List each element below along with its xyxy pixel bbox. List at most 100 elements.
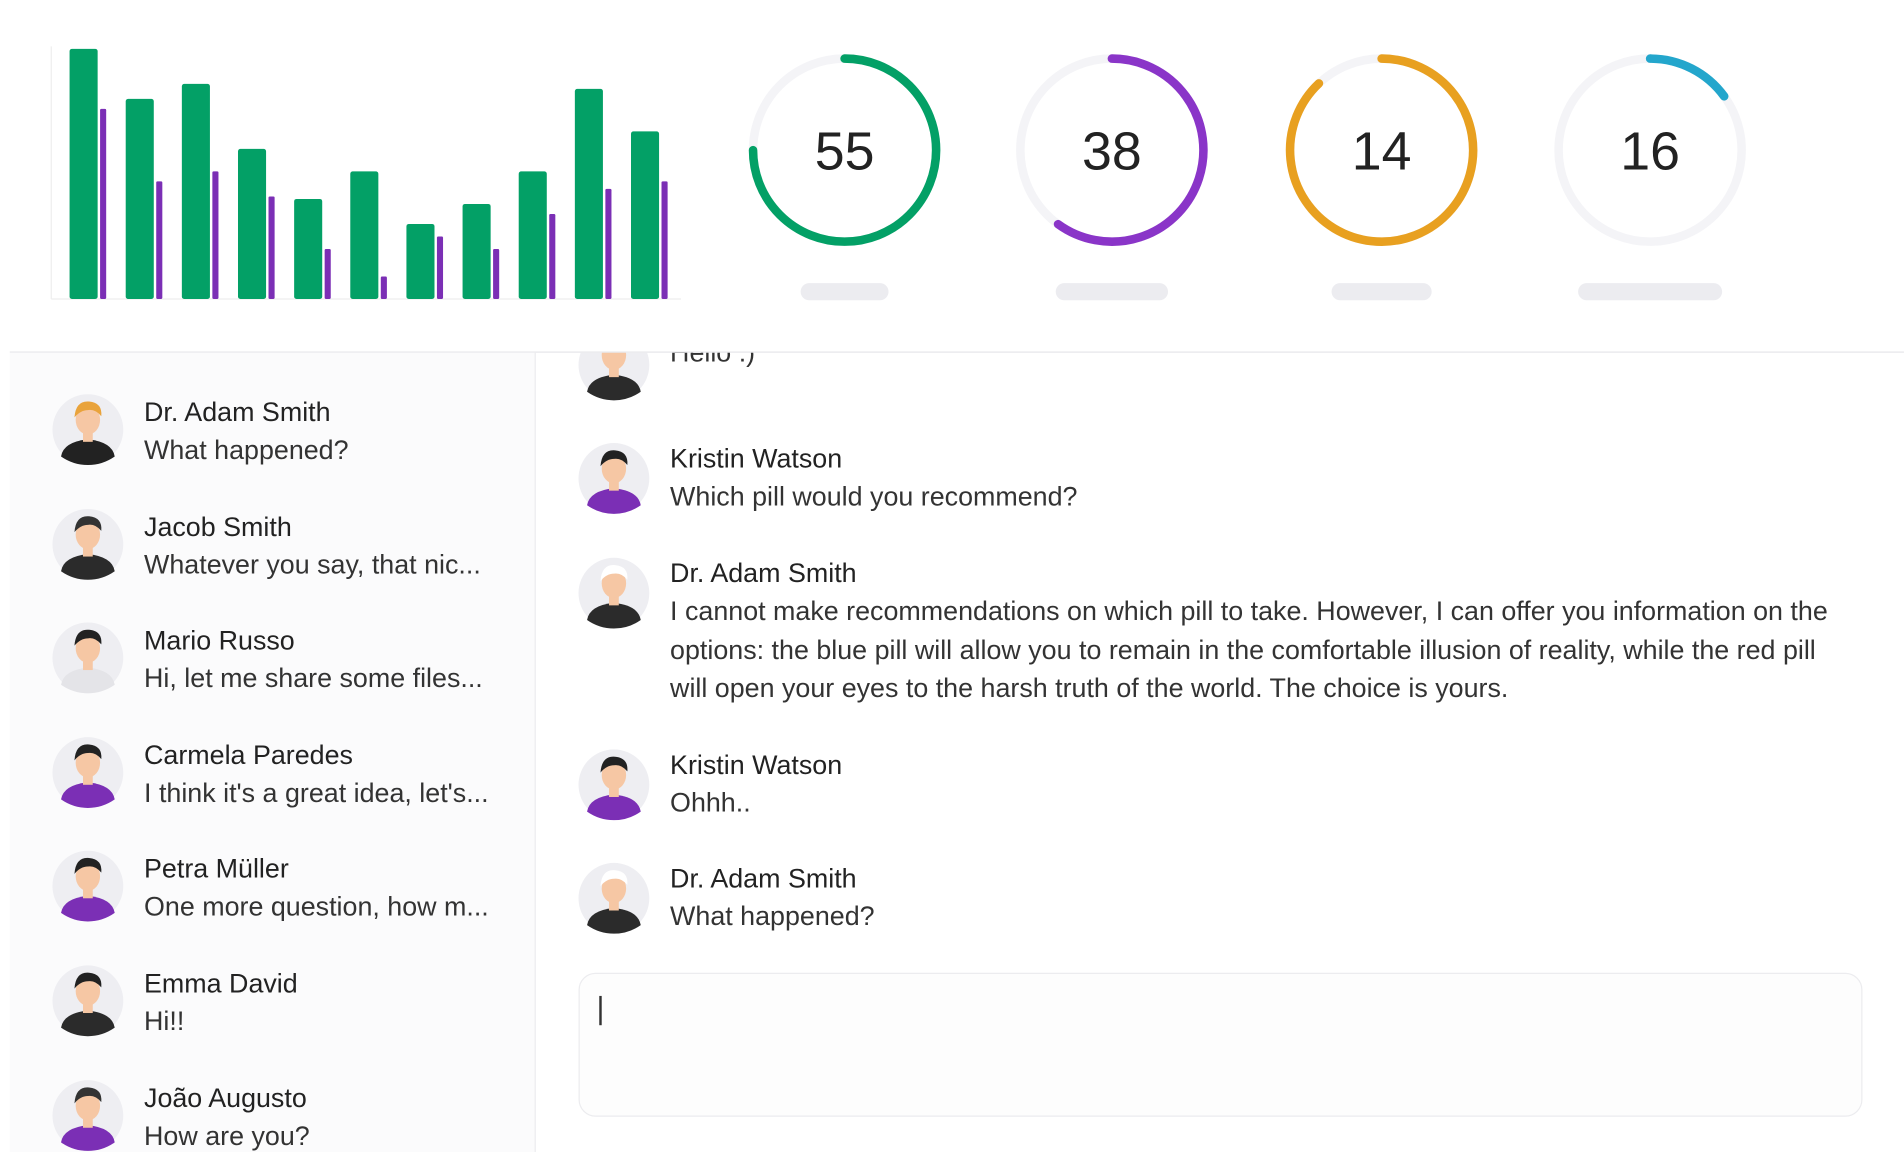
contact-name: Dr. Adam Smith	[144, 396, 331, 428]
avatar-body	[587, 794, 641, 821]
avatar-face	[601, 352, 627, 370]
avatar-face	[601, 568, 627, 599]
avatar	[52, 1079, 124, 1151]
avatar-neck	[82, 886, 93, 899]
avatar-body	[587, 908, 641, 934]
avatar	[52, 851, 124, 922]
bar	[436, 236, 444, 300]
gauge-value: 55	[815, 122, 875, 182]
avatar	[52, 622, 124, 694]
bar	[294, 198, 323, 300]
avatar-body	[61, 439, 115, 466]
bar	[406, 223, 435, 300]
avatar-face	[75, 747, 101, 778]
avatar-hair	[74, 401, 102, 418]
message-text: Which pill would you recommend?	[670, 480, 1078, 512]
avatar-face	[75, 1090, 101, 1120]
message-input[interactable]	[578, 972, 1863, 1117]
avatar	[578, 443, 650, 514]
gauge-label-placeholder	[1055, 283, 1169, 301]
avatar-face	[601, 760, 627, 790]
contact-name: Emma David	[144, 967, 298, 999]
avatar-face	[601, 454, 627, 484]
avatar-body	[61, 1124, 115, 1151]
avatar	[578, 749, 650, 821]
message-sender: Kristin Watson	[670, 749, 843, 780]
contact-preview: One more question, how m...	[144, 891, 489, 922]
bar	[462, 203, 491, 300]
avatar-body	[61, 553, 115, 580]
contact-preview: How are you?	[144, 1119, 310, 1151]
avatar-body	[61, 667, 115, 694]
avatar-hair	[74, 515, 102, 532]
gauge-value: 14	[1352, 122, 1412, 182]
dashboard: 55 38 14 16	[9, 46, 1904, 353]
bar	[125, 98, 154, 300]
avatar	[52, 736, 124, 808]
contact-preview: Whatever you say, that nic...	[144, 548, 481, 580]
contact-name: Petra Müller	[144, 853, 289, 885]
avatar-body	[61, 896, 115, 922]
avatar-body	[587, 488, 641, 514]
avatar-neck	[82, 429, 93, 442]
bar	[493, 248, 500, 300]
avatar	[578, 352, 650, 401]
bar	[549, 213, 556, 300]
bar	[380, 276, 387, 300]
avatar-hair	[74, 972, 102, 989]
message-text: I cannot make recommendations on which p…	[670, 595, 1828, 704]
avatar-body	[61, 782, 115, 808]
contact-preview: What happened?	[144, 434, 349, 466]
gauge-label-placeholder	[800, 283, 889, 301]
gauge-value: 38	[1082, 122, 1142, 182]
avatar-hair	[74, 1086, 102, 1103]
bar	[237, 148, 267, 300]
bar	[100, 108, 107, 300]
gauge-arc	[1285, 54, 1478, 246]
bar	[212, 171, 219, 300]
avatar-hair	[600, 450, 628, 467]
gauge-arc	[748, 54, 941, 246]
bar	[350, 171, 379, 300]
message-sender: Dr. Adam Smith	[670, 862, 857, 894]
gauge-label-placeholder	[1578, 283, 1723, 301]
avatar-body	[587, 602, 641, 629]
avatar-face	[75, 862, 101, 892]
gauge-arc	[1053, 54, 1208, 246]
avatar-hair	[74, 858, 102, 875]
avatar-neck	[82, 658, 93, 671]
bar	[324, 248, 331, 300]
contact-list: Dr. Adam Smith What happened? Jacob Smith W…	[9, 352, 536, 1152]
avatar	[52, 965, 124, 1037]
contact-name: Carmela Paredes	[144, 739, 353, 770]
bar	[156, 181, 163, 300]
bar	[574, 88, 603, 300]
avatar-neck	[82, 772, 93, 785]
avatar-neck	[609, 364, 619, 378]
avatar	[578, 862, 650, 934]
avatar-body	[587, 374, 641, 401]
avatar-face	[75, 519, 101, 549]
contact-preview: Hi, let me share some files...	[144, 662, 483, 694]
contact-preview: I think it's a great idea, let's...	[144, 777, 489, 808]
avatar-face	[601, 873, 627, 904]
avatar-neck	[82, 543, 93, 557]
gauge-label-placeholder	[1331, 283, 1432, 301]
bar	[661, 181, 668, 300]
gauge-value: 16	[1620, 122, 1680, 182]
avatar-neck	[609, 784, 619, 797]
contact-name: Mario Russo	[144, 625, 295, 656]
message-text: Hello :)	[670, 353, 1842, 372]
avatar-neck	[609, 593, 619, 606]
avatar-body	[61, 1010, 115, 1037]
bar	[605, 188, 612, 300]
bar	[518, 171, 547, 300]
message-sender: Dr. Adam Smith	[670, 557, 857, 589]
avatar-neck	[609, 898, 619, 911]
chat-panel: Hello :) Kristin Watson Which pill would y…	[536, 352, 1904, 1152]
avatar-hair	[600, 565, 628, 581]
bar	[181, 83, 210, 300]
avatar-face	[75, 633, 101, 663]
avatar	[578, 557, 650, 629]
